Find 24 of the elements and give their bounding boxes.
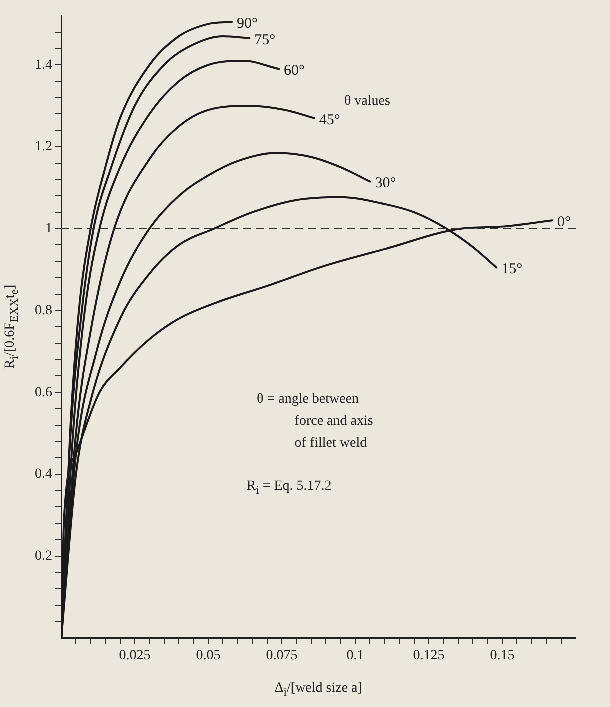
y-tick-label: 1.2: [35, 140, 52, 155]
y-tick-label: 0.6: [35, 385, 52, 400]
series-label: 15°: [502, 262, 523, 278]
x-tick-label: 0.1: [346, 648, 364, 664]
x-tick-label: 0.125: [413, 648, 445, 664]
y-tick-label: 1: [46, 222, 52, 237]
series-label: 30°: [375, 176, 396, 192]
series-label: 75°: [254, 32, 276, 48]
x-tick-label: 0.075: [266, 648, 298, 664]
series-label: 45°: [319, 112, 340, 128]
y-tick-label: 0.8: [35, 303, 52, 318]
annotation: R$_{i}$ = Eq. 5.17.2: [246, 478, 332, 500]
series-label: 60°: [284, 63, 306, 80]
series-label: 90°: [237, 16, 258, 32]
x-tick-label: 0.05: [196, 648, 221, 664]
x-axis-title: Δ$_{i}$/[weld size a]: [274, 680, 362, 701]
y-tick-label: 0.2: [35, 549, 52, 564]
annotation: θ values: [344, 92, 390, 111]
y-tick-label: 0.4: [35, 467, 52, 482]
annotation: θ = angle between force and axis of fillet weld: [257, 391, 374, 453]
series-label: 0°: [557, 214, 571, 231]
x-tick-label: 0.15: [490, 648, 515, 664]
y-tick-label: 1.4: [35, 58, 52, 73]
x-tick-label: 0.025: [119, 648, 151, 664]
